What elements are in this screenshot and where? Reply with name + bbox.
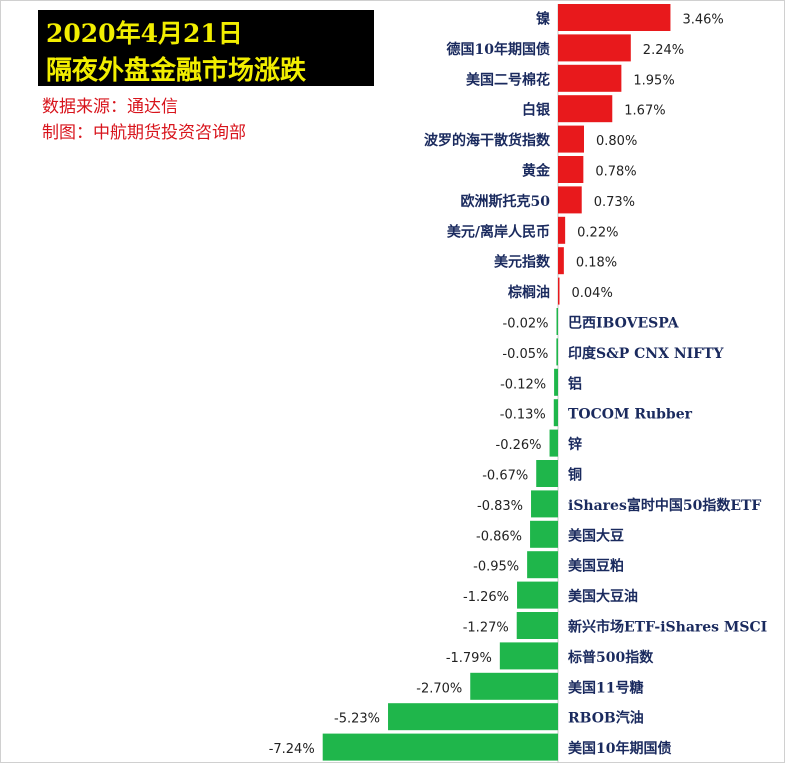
title-box: 2020年4月21日 隔夜外盘金融市场涨跌 — [38, 10, 374, 86]
value-label: 1.95% — [633, 73, 674, 88]
category-label: 美国11号糖 — [568, 679, 643, 696]
bar — [558, 216, 566, 244]
value-label: 2.24% — [643, 43, 684, 58]
category-label: 印度S&P CNX NIFTY — [568, 345, 725, 362]
value-label: 0.22% — [577, 225, 618, 240]
chart-author: 制图：中航期货投资咨询部 — [42, 123, 246, 143]
category-label: 美元/离岸人民币 — [447, 223, 550, 240]
bar — [517, 581, 558, 609]
category-label: 标普500指数 — [567, 649, 654, 666]
data-source: 数据来源：通达信 — [42, 97, 178, 117]
bar — [558, 156, 584, 183]
bar — [554, 368, 558, 396]
bar — [558, 34, 631, 62]
bar — [516, 612, 558, 639]
category-label: TOCOM Rubber — [568, 407, 693, 423]
category-label: RBOB汽油 — [568, 710, 644, 727]
bar — [530, 520, 558, 548]
bar — [556, 338, 558, 366]
bar — [558, 186, 582, 214]
category-label: 镍 — [536, 11, 550, 28]
category-label: 锌 — [568, 436, 582, 453]
category-label: 美国二号棉花 — [466, 71, 550, 88]
value-label: -1.79% — [446, 651, 492, 666]
chart-title: 隔夜外盘金融市场涨跌 — [46, 56, 307, 86]
category-label: 欧洲斯托克50 — [461, 193, 551, 210]
bar — [558, 247, 564, 275]
category-label: iShares富时中国50指数ETF — [568, 497, 761, 514]
category-label: 美国豆粕 — [568, 558, 624, 575]
bar — [531, 490, 558, 518]
value-label: 1.67% — [624, 104, 665, 119]
bar — [558, 64, 622, 92]
value-label: -0.67% — [482, 469, 528, 484]
value-label: -1.26% — [463, 590, 509, 605]
value-label: -5.23% — [334, 712, 380, 727]
bar — [558, 4, 671, 31]
category-label: 黄金 — [522, 163, 551, 180]
category-label: 美国大豆 — [568, 527, 624, 544]
value-label: 0.04% — [572, 286, 613, 301]
value-label: 3.46% — [682, 13, 723, 28]
category-label: 白银 — [522, 102, 551, 119]
value-label: -0.02% — [503, 317, 549, 332]
category-label: 巴西IBOVESPA — [568, 316, 680, 332]
bar — [558, 125, 584, 153]
category-label: 波罗的海干散货指数 — [424, 132, 551, 149]
value-label: -1.27% — [463, 621, 509, 636]
category-label: 德国10年期国债 — [447, 41, 550, 58]
category-label: 棕榈油 — [507, 284, 550, 301]
value-label: -0.13% — [500, 408, 546, 423]
value-label: 0.73% — [594, 195, 635, 210]
value-label: 0.80% — [596, 134, 637, 149]
bar — [549, 429, 558, 457]
value-label: -2.70% — [416, 681, 462, 696]
category-label: 铜 — [568, 467, 582, 484]
category-label: 铝 — [568, 375, 582, 392]
value-label: 0.18% — [576, 256, 617, 271]
bar — [322, 733, 558, 761]
bar — [553, 399, 558, 427]
bar — [558, 277, 560, 305]
bar — [388, 703, 558, 731]
bar — [556, 308, 558, 335]
value-label: -0.95% — [473, 560, 519, 575]
value-label: -0.83% — [477, 499, 523, 514]
bar — [470, 672, 558, 700]
bar — [536, 460, 558, 487]
chart-date: 2020年4月21日 — [46, 19, 243, 48]
value-label: -0.12% — [500, 377, 546, 392]
bar — [499, 642, 558, 670]
value-label: -7.24% — [269, 742, 315, 757]
value-label: 0.78% — [595, 165, 636, 180]
value-label: -0.86% — [476, 529, 522, 544]
category-label: 美国10年期国债 — [568, 740, 671, 757]
category-label: 美国大豆油 — [568, 588, 638, 605]
category-label: 新兴市场ETF-iShares MSCI — [568, 619, 767, 636]
bar — [558, 95, 613, 123]
category-label: 美元指数 — [494, 254, 551, 271]
value-label: -0.05% — [502, 347, 548, 362]
bar — [527, 551, 558, 579]
value-label: -0.26% — [496, 438, 542, 453]
